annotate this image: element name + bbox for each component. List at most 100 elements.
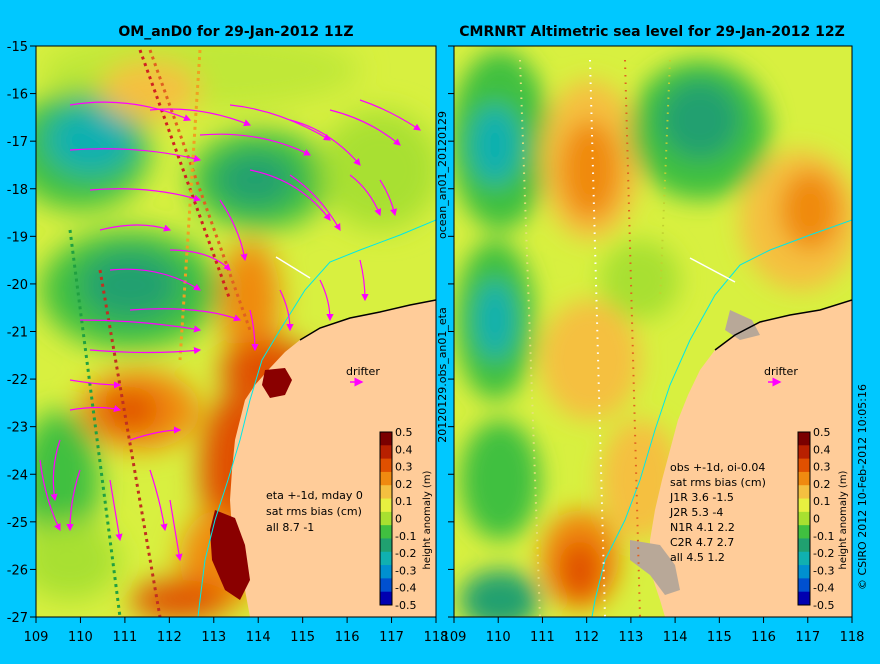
- y-tick-label: -24: [7, 468, 28, 483]
- side-label-top: ocean_an01_20120129: [436, 111, 449, 239]
- x-tick-label: 109: [442, 630, 467, 645]
- colorbar-swatch: [798, 511, 810, 526]
- y-tick-label: -26: [7, 563, 28, 578]
- colorbar-swatch: [798, 565, 810, 579]
- y-tick-label: -25: [7, 516, 28, 531]
- x-tick-label: 115: [707, 630, 732, 645]
- y-tick-label: -27: [7, 611, 28, 626]
- colorbar-tick-label: 0.2: [813, 478, 831, 491]
- colorbar-swatch: [380, 471, 392, 486]
- colorbar-swatch: [798, 432, 810, 446]
- side-label-bottom: 20120129.obs_an01_eta: [436, 307, 449, 442]
- colorbar-tick-label: -0.1: [395, 530, 416, 543]
- colorbar-swatch: [380, 485, 392, 500]
- x-tick-label: 110: [68, 630, 93, 645]
- y-tick-label: -16: [7, 88, 28, 103]
- colorbar-swatch: [798, 591, 810, 606]
- colorbar-tick-label: 0.4: [813, 443, 831, 456]
- y-tick-label: -20: [7, 278, 28, 293]
- right-transect-line: [689, 257, 736, 283]
- x-tick-label: 110: [486, 630, 511, 645]
- x-tick-label: 113: [201, 630, 226, 645]
- x-tick-label: 118: [840, 630, 865, 645]
- left-colorbar-label: height anomaly (m): [422, 470, 433, 569]
- right-colorbar-label: height anomaly (m): [838, 470, 849, 569]
- y-tick-label: -17: [7, 135, 28, 150]
- colorbar-tick-label: 0.5: [813, 426, 831, 439]
- right-stats: obs +-1d, oi-0.04 sat rms bias (cm) J1R …: [669, 461, 769, 564]
- colorbar-frame: [379, 431, 393, 606]
- x-tick-label: 111: [112, 630, 137, 645]
- right-map-panel: drifter obs +-1d, oi-0.04 sat rms bias (…: [453, 45, 853, 618]
- colorbar-swatch: [380, 432, 392, 446]
- right-x-axis-ticks: 109 110 111 112 113 114 115 116 117 118: [442, 617, 865, 645]
- colorbar-swatch: [380, 538, 392, 553]
- right-shelf-gray: [725, 310, 760, 340]
- left-stats-line-2: sat rms bias (cm): [266, 505, 362, 518]
- colorbar-swatch: [380, 551, 392, 566]
- colorbar-tick-label: 0.5: [395, 426, 413, 439]
- colorbar-tick-label: -0.2: [813, 547, 834, 560]
- left-map-panel: drifter eta +-1d, mday 0 sat rms bias (c…: [35, 45, 437, 618]
- right-stats-line-4: J2R 5.3 -4: [669, 506, 723, 519]
- colorbar-swatch: [798, 551, 810, 566]
- colorbar-tick-label: 0.4: [395, 443, 413, 456]
- left-transect-line: [275, 256, 311, 279]
- colorbar-tick-label: 0.2: [395, 478, 413, 491]
- right-stats-line-1: obs +-1d, oi-0.04: [670, 461, 765, 474]
- x-tick-label: 116: [751, 630, 776, 645]
- y-tick-label: -18: [7, 183, 28, 198]
- colorbar-tick-label: 0: [813, 513, 820, 526]
- x-tick-label: 115: [290, 630, 315, 645]
- colorbar-swatch: [380, 525, 392, 539]
- left-velocity-arrows: [39, 99, 421, 562]
- colorbar-tick-label: 0.1: [813, 495, 831, 508]
- colorbar-tick-label: 0.3: [813, 461, 831, 474]
- colorbar-tick-label: -0.3: [813, 564, 834, 577]
- right-stats-line-5: N1R 4.1 2.2: [670, 521, 735, 534]
- colorbar-swatch: [380, 458, 392, 473]
- colorbar-swatch: [380, 578, 392, 593]
- left-x-axis-ticks: 109 110 111 112 113 114 115 116 117 118: [24, 617, 449, 645]
- x-tick-label: 112: [157, 630, 182, 645]
- colorbar-swatch: [380, 498, 392, 513]
- colorbar-tick-label: -0.2: [395, 547, 416, 560]
- colorbar-swatch: [798, 471, 810, 486]
- colorbar-swatch: [798, 485, 810, 500]
- colorbar-swatch: [798, 525, 810, 539]
- x-tick-label: 113: [618, 630, 643, 645]
- left-colorbar: 0.5 0.4 0.3 0.2 0.1 0 -0.1 -0.2 -0.3 -0.4 -0.5 hei…: [379, 426, 433, 612]
- left-shark-bay-anomaly: [210, 510, 250, 600]
- y-tick-label: -21: [7, 326, 28, 341]
- x-tick-label: 118: [424, 630, 449, 645]
- right-satellite-tracks: [519, 59, 671, 617]
- right-stats-line-3: J1R 3.6 -1.5: [669, 491, 734, 504]
- x-tick-label: 111: [530, 630, 555, 645]
- left-stats-line-3: all 8.7 -1: [266, 521, 314, 534]
- colorbar-swatch: [380, 445, 392, 460]
- x-tick-label: 117: [795, 630, 820, 645]
- left-stats: eta +-1d, mday 0 sat rms bias (cm) all 8…: [266, 489, 366, 534]
- left-stats-line-1: eta +-1d, mday 0: [266, 489, 363, 502]
- x-tick-label: 112: [574, 630, 599, 645]
- x-tick-label: 114: [663, 630, 688, 645]
- colorbar-tick-label: 0: [395, 513, 402, 526]
- colorbar-tick-label: -0.4: [813, 582, 834, 595]
- copyright-label: © CSIRO 2012 10-Feb-2012 10:05:16: [856, 384, 869, 590]
- x-tick-label: 114: [246, 630, 271, 645]
- colorbar-tick-label: 0.3: [395, 461, 413, 474]
- colorbar-tick-label: -0.3: [395, 564, 416, 577]
- x-tick-label: 116: [335, 630, 360, 645]
- right-stats-line-6: C2R 4.7 2.7: [670, 536, 734, 549]
- colorbar-swatch: [798, 538, 810, 553]
- right-coastline: [714, 299, 852, 351]
- right-shark-bay-gray: [630, 540, 680, 595]
- colorbar-tick-label: 0.1: [395, 495, 413, 508]
- colorbar-swatch: [380, 565, 392, 579]
- y-tick-label: -22: [7, 373, 28, 388]
- x-tick-label: 109: [24, 630, 49, 645]
- colorbar-tick-label: -0.1: [813, 530, 834, 543]
- left-satellite-tracks: [68, 49, 252, 617]
